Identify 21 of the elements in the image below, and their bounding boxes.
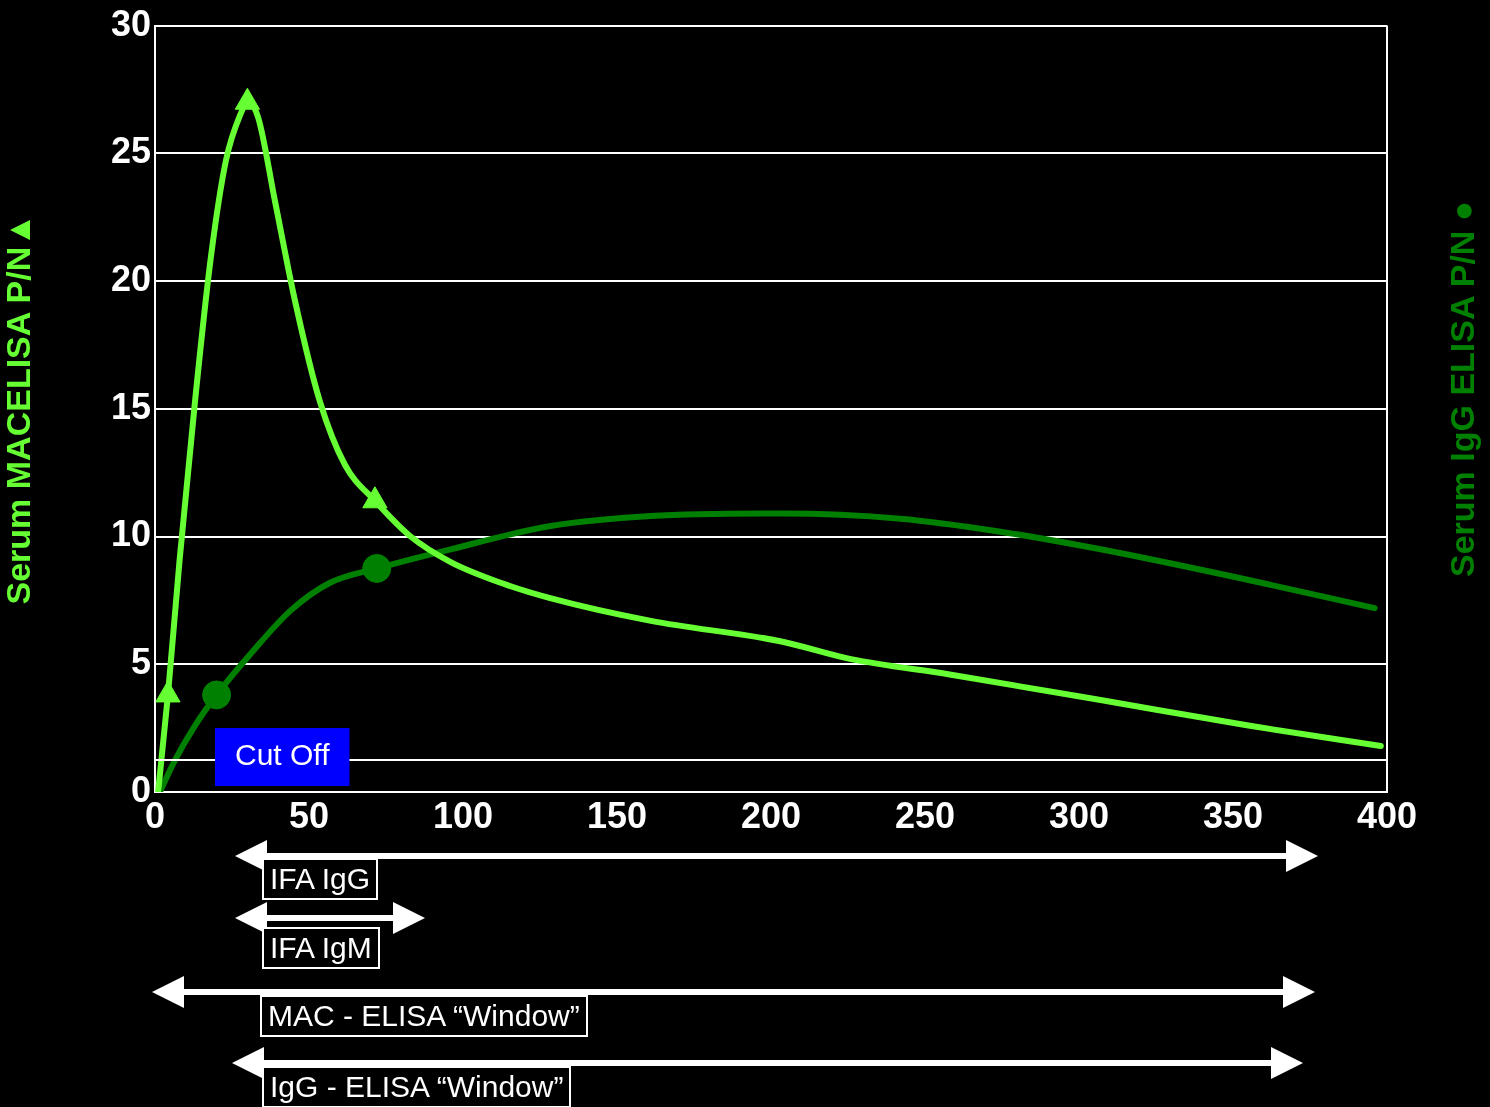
y2-axis-title: Serum IgG ELISA P/N ● — [1443, 200, 1482, 577]
x-tick-label: 150 — [586, 794, 648, 836]
x-tick-label: 100 — [432, 794, 494, 836]
text: IgG - ELISA “Window” — [262, 1066, 572, 1107]
y-tick-label: 5 — [130, 641, 151, 683]
text: IFA IgM — [262, 927, 380, 969]
x-tick-label: 400 — [1356, 794, 1418, 836]
y-tick-label: 30 — [110, 2, 151, 44]
y-tick-label: 25 — [110, 130, 151, 172]
ref-line-label: Cut Off — [235, 738, 331, 772]
x-tick-label: 300 — [1048, 794, 1110, 836]
text: IFA IgG — [262, 858, 379, 900]
x-tick-label: 200 — [740, 794, 802, 836]
y-tick-label: 10 — [110, 513, 151, 555]
y-tick-label: 20 — [110, 257, 151, 299]
x-tick-label: 350 — [1202, 794, 1264, 836]
x-tick-label: 250 — [894, 794, 956, 836]
y-axis-title: Serum MACELISA P/N▲ — [0, 213, 37, 605]
x-tick-label: 50 — [288, 794, 330, 836]
y-tick-label: 15 — [110, 385, 151, 427]
text: MAC - ELISA “Window” — [260, 995, 588, 1037]
